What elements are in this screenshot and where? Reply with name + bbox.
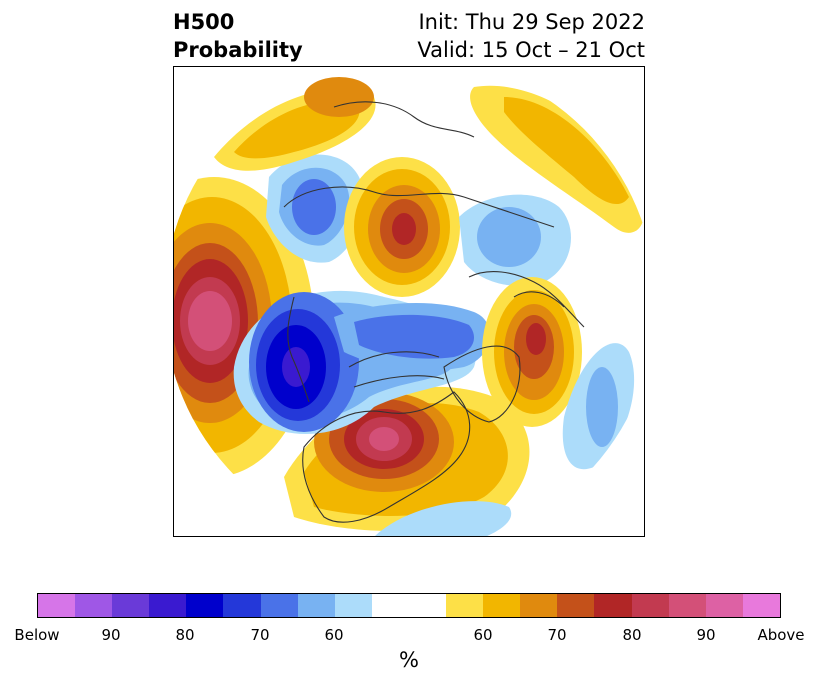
- colorbar-cell: [631, 594, 669, 617]
- colorbar-tick-label: 70: [547, 626, 567, 644]
- anomaly-above-middle-east: [470, 85, 644, 233]
- colorbar-cell: [594, 594, 632, 617]
- coastlines: [283, 101, 585, 523]
- anomaly-above-siberia: [344, 157, 460, 297]
- colorbar-tick-label: 60: [324, 626, 344, 644]
- colorbar-cell: [668, 594, 706, 617]
- colorbar-tick-label: 90: [696, 626, 716, 644]
- title-variable: H500: [173, 10, 235, 34]
- colorbar-tick-label: 70: [250, 626, 270, 644]
- colorbar-cell: [260, 594, 298, 617]
- colorbar-cell: [408, 594, 447, 617]
- valid-range: Valid: 15 Oct – 21 Oct: [417, 38, 645, 62]
- anomaly-below-arctic: [334, 302, 491, 371]
- colorbar-cell: [186, 594, 224, 617]
- colorbar-tick-label: 90: [101, 626, 121, 644]
- chart-title: H500 Probability: [173, 8, 303, 64]
- colorbar-tick-label: Above: [757, 626, 805, 644]
- colorbar-cell: [371, 594, 409, 617]
- colorbar: [37, 593, 781, 618]
- colorbar-cell: [75, 594, 113, 617]
- colorbar-cell: [112, 594, 150, 617]
- colorbar-tick-label: 80: [622, 626, 642, 644]
- anomaly-below-scandinavia: [459, 194, 571, 286]
- colorbar-cell: [557, 594, 595, 617]
- colorbar-cell: [38, 594, 76, 617]
- anomaly-below-subtropics: [374, 501, 511, 536]
- colorbar-tick-label: Below: [14, 626, 60, 644]
- chart-dates: Init: Thu 29 Sep 2022 Valid: 15 Oct – 21…: [417, 8, 645, 64]
- colorbar-cell: [483, 594, 521, 617]
- colorbar-unit-label: %: [399, 648, 419, 672]
- colorbar-cell: [223, 594, 261, 617]
- anomaly-above-greenland: [482, 277, 582, 427]
- title-field: Probability: [173, 38, 303, 62]
- colorbar-cell: [297, 594, 335, 617]
- colorbar-cell: [149, 594, 187, 617]
- colorbar-cell: [446, 594, 484, 617]
- map-panel: [173, 66, 645, 537]
- colorbar-cell: [705, 594, 743, 617]
- init-date: Init: Thu 29 Sep 2022: [418, 10, 645, 34]
- colorbar-cell: [520, 594, 558, 617]
- colorbar-tick-labels: Below 90 80 70 60 60 70 80 90 Above: [0, 626, 819, 646]
- probability-map: [174, 67, 644, 536]
- anomaly-above-upper-left: [214, 77, 376, 171]
- colorbar-tick-label: 60: [473, 626, 493, 644]
- colorbar-cell: [742, 594, 780, 617]
- colorbar-tick-label: 80: [175, 626, 195, 644]
- colorbar-cell: [334, 594, 372, 617]
